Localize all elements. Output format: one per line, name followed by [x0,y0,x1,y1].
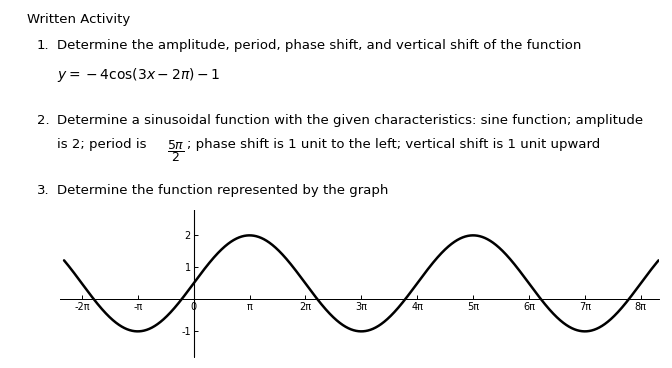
Text: $\dfrac{5\pi}{2}$: $\dfrac{5\pi}{2}$ [167,138,184,164]
Text: Determine the function represented by the graph: Determine the function represented by th… [57,184,388,197]
Text: Determine a sinusoidal function with the given characteristics: sine function; a: Determine a sinusoidal function with the… [57,114,643,127]
Text: ; phase shift is 1 unit to the left; vertical shift is 1 unit upward: ; phase shift is 1 unit to the left; ver… [187,138,600,151]
Text: Determine the amplitude, period, phase shift, and vertical shift of the function: Determine the amplitude, period, phase s… [57,39,581,52]
Text: 3.: 3. [37,184,50,197]
Text: 2.: 2. [37,114,50,127]
Text: is 2; period is: is 2; period is [57,138,151,151]
Text: Written Activity: Written Activity [27,13,130,26]
Text: 1.: 1. [37,39,50,52]
Text: $y = -4\mathrm{cos}(3x - 2\pi) - 1$: $y = -4\mathrm{cos}(3x - 2\pi) - 1$ [57,66,220,84]
